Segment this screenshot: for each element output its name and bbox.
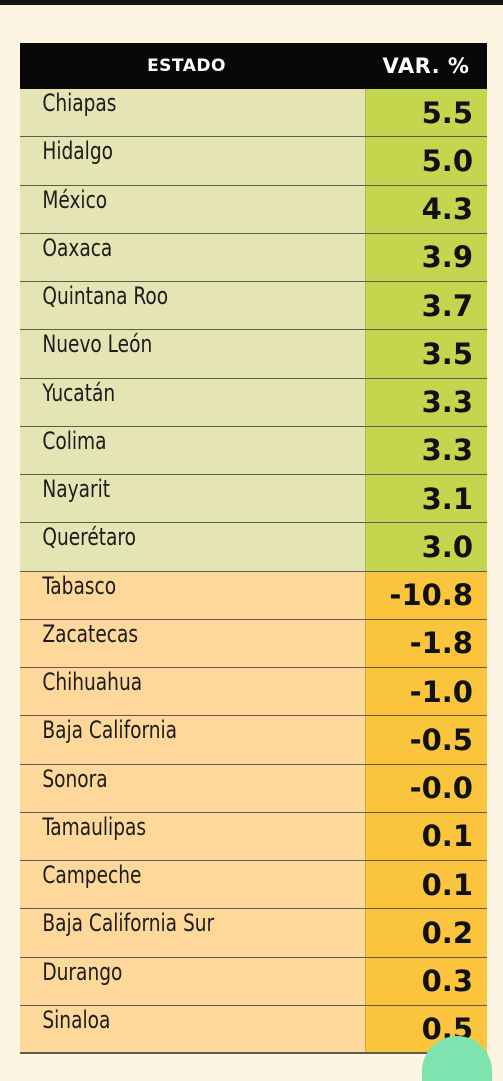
- state-cell: Baja California: [20, 716, 365, 764]
- table-row: Oaxaca 3.9: [20, 233, 487, 282]
- variation-value: 0.1: [365, 861, 487, 909]
- variation-value: -10.8: [365, 571, 487, 619]
- variation-value: 3.1: [365, 475, 487, 523]
- table-row: Chiapas 5.5: [20, 89, 487, 138]
- table-row: Baja California -0.5: [20, 716, 487, 765]
- state-cell: Zacatecas: [20, 619, 365, 667]
- variation-value: -1.0: [365, 668, 487, 716]
- state-cell: Sonora: [20, 764, 365, 812]
- variation-value: 5.0: [365, 137, 487, 185]
- state-name: Campeche: [42, 861, 142, 889]
- column-header-var: VAR. %: [382, 54, 470, 78]
- table-row: Baja California Sur 0.2: [20, 909, 487, 958]
- table-row: Nuevo León 3.5: [20, 330, 487, 379]
- state-cell: Tamaulipas: [20, 812, 365, 860]
- table-row: Tamaulipas 0.1: [20, 812, 487, 861]
- state-cell: México: [20, 185, 365, 233]
- state-name: Tabasco: [42, 571, 117, 600]
- state-cell: Quintana Roo: [20, 282, 365, 330]
- state-cell: Hidalgo: [20, 137, 365, 185]
- variation-value: 3.5: [365, 330, 487, 378]
- data-table: ESTADO VAR. % Chiapas 5.5 Hidalgo 5.0 México…: [20, 43, 487, 1054]
- variation-value: -0.0: [365, 764, 487, 812]
- table-row: Zacatecas -1.8: [20, 619, 487, 668]
- table-row: Nayarit 3.1: [20, 475, 487, 524]
- variation-value: 3.9: [365, 233, 487, 281]
- top-rule: [0, 0, 503, 5]
- table-row: Durango 0.3: [20, 957, 487, 1006]
- state-name: Yucatán: [42, 378, 116, 407]
- variation-value: -1.8: [365, 619, 487, 667]
- variation-value: 3.7: [365, 282, 487, 330]
- state-name: Quintana Roo: [42, 282, 169, 310]
- state-cell: Oaxaca: [20, 233, 365, 281]
- state-name: México: [42, 185, 108, 214]
- state-cell: Querétaro: [20, 523, 365, 571]
- state-name: Sonora: [42, 764, 108, 793]
- state-cell: Tabasco: [20, 571, 365, 619]
- state-cell: Baja California Sur: [20, 909, 365, 957]
- state-name: Baja California: [42, 716, 178, 745]
- table-row: Hidalgo 5.0: [20, 137, 487, 186]
- table-row: Sonora -0.0: [20, 764, 487, 813]
- variation-value: 0.2: [365, 909, 487, 957]
- state-cell: Durango: [20, 957, 365, 1005]
- table-row: Querétaro 3.0: [20, 523, 487, 572]
- state-cell: Yucatán: [20, 378, 365, 426]
- state-name: Colima: [42, 426, 107, 455]
- variation-value: 3.0: [365, 523, 487, 571]
- table-body: Chiapas 5.5 Hidalgo 5.0 México 4.3 Oaxaca 3.9 Qu…: [20, 89, 487, 1054]
- table-row: Yucatán 3.3: [20, 378, 487, 427]
- state-cell: Sinaloa: [20, 1005, 365, 1052]
- table-row: México 4.3: [20, 185, 487, 234]
- state-name: Baja California Sur: [42, 909, 215, 938]
- table-row: Chihuahua -1.0: [20, 668, 487, 717]
- variation-value: -0.5: [365, 716, 487, 764]
- state-name: Chihuahua: [42, 668, 143, 696]
- state-cell: Campeche: [20, 861, 365, 909]
- state-cell: Nuevo León: [20, 330, 365, 378]
- state-name: Zacatecas: [42, 619, 139, 648]
- state-name: Oaxaca: [42, 233, 113, 262]
- state-cell: Nayarit: [20, 475, 365, 523]
- state-name: Sinaloa: [42, 1005, 111, 1034]
- variation-value: 4.3: [365, 185, 487, 233]
- state-name: Hidalgo: [42, 137, 113, 166]
- state-name: Nayarit: [42, 475, 111, 503]
- table-row: Campeche 0.1: [20, 861, 487, 910]
- table-row: Colima 3.3: [20, 426, 487, 475]
- state-name: Chiapas: [42, 89, 117, 117]
- state-name: Querétaro: [42, 523, 136, 552]
- table-row: Sinaloa 0.5: [20, 1005, 487, 1054]
- state-cell: Chihuahua: [20, 668, 365, 716]
- state-name: Durango: [42, 957, 123, 986]
- state-name: Tamaulipas: [42, 812, 147, 841]
- column-header-estado: ESTADO: [147, 56, 226, 76]
- state-cell: Chiapas: [20, 89, 365, 137]
- table-row: Tabasco -10.8: [20, 571, 487, 620]
- variation-value: 5.5: [365, 89, 487, 137]
- variation-value: 0.1: [365, 812, 487, 860]
- state-name: Nuevo León: [42, 330, 153, 359]
- variation-value: 3.3: [365, 426, 487, 474]
- variation-value: 3.3: [365, 378, 487, 426]
- state-cell: Colima: [20, 426, 365, 474]
- table-row: Quintana Roo 3.7: [20, 282, 487, 331]
- table-header: ESTADO VAR. %: [20, 43, 487, 89]
- variation-value: 0.3: [365, 957, 487, 1005]
